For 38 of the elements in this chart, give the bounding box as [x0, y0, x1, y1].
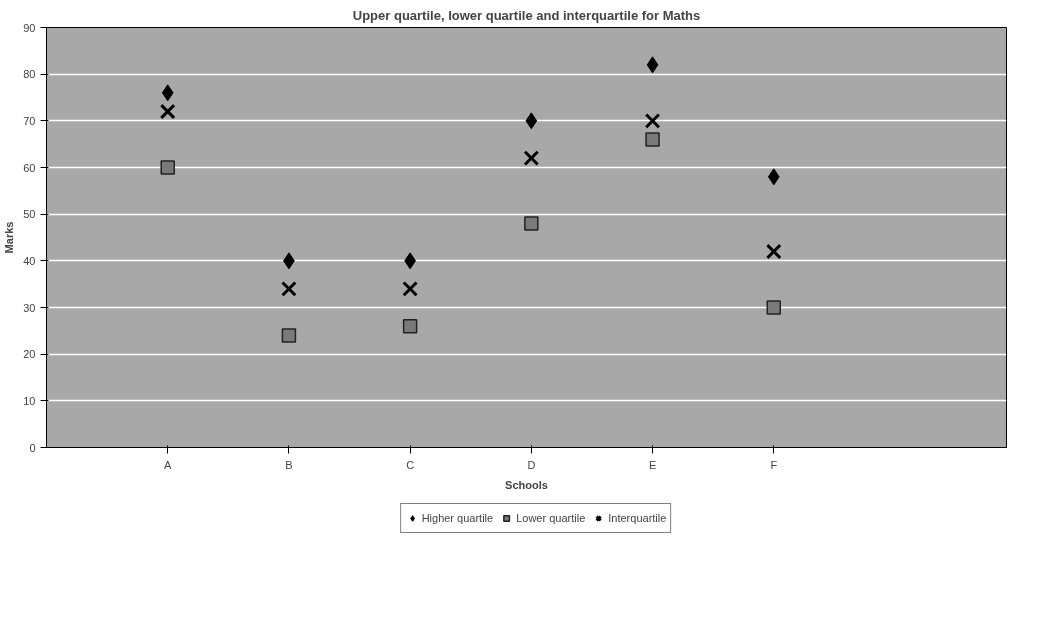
legend-label: Higher quartile — [421, 512, 494, 524]
y-tick-label: 50 — [23, 208, 36, 221]
x-tick-label: A — [164, 458, 173, 471]
y-tick-label: 60 — [23, 161, 36, 174]
y-tick-label: 10 — [23, 394, 36, 407]
point — [644, 112, 661, 129]
point — [281, 280, 297, 297]
point — [402, 318, 418, 334]
y-tick-label: 80 — [23, 68, 36, 81]
x-tick-label: F — [770, 458, 778, 471]
y-axis-title: Marks — [3, 221, 16, 254]
y-tick-label: 90 — [23, 21, 36, 34]
point — [159, 103, 176, 120]
x-tick-label: C — [406, 458, 415, 471]
x-tick-label: B — [285, 458, 293, 471]
point — [766, 300, 782, 315]
legend-label: Lower quartile — [516, 512, 586, 524]
point — [161, 84, 174, 102]
y-tick-label: 0 — [29, 441, 36, 454]
point — [523, 150, 540, 167]
point — [281, 328, 297, 343]
point — [402, 280, 418, 297]
point — [765, 243, 782, 260]
point — [646, 56, 659, 74]
y-tick-label: 20 — [23, 348, 36, 361]
point — [525, 112, 538, 130]
point — [767, 168, 780, 186]
legend-label: Interquartile — [608, 512, 667, 524]
x-tick-label: E — [648, 458, 657, 471]
point — [524, 216, 539, 231]
y-tick-label: 30 — [23, 301, 36, 314]
chart-title: Upper quartile, lower quartile and interquartile for Maths — [352, 7, 701, 23]
x-axis-title: Schools — [505, 478, 548, 491]
point — [160, 160, 175, 175]
x-tick-label: D — [527, 458, 536, 471]
y-tick-label: 70 — [23, 114, 36, 127]
point — [645, 132, 660, 147]
y-tick-label: 40 — [23, 254, 36, 267]
